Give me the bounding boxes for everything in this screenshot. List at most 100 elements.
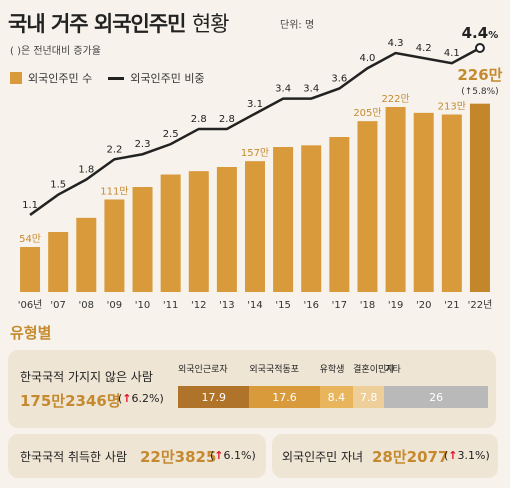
segment-bar: 17.9: [178, 386, 250, 408]
bar: [104, 199, 125, 292]
line-value-label: 4.0: [360, 53, 376, 64]
line-value-label: 4.1: [444, 48, 460, 59]
segment-label: 외국인근로자: [178, 365, 228, 375]
x-tick-label: '17: [332, 300, 347, 311]
line-value-label: 2.2: [106, 144, 122, 155]
bar: [329, 137, 350, 292]
non-citizen-growth: (↑6.2%): [118, 392, 164, 405]
line-value-label: 1.5: [50, 180, 66, 191]
x-tick-label: '19: [388, 300, 403, 311]
bar: [385, 107, 406, 292]
bar-value-label: 54만: [19, 233, 41, 245]
children-growth: (↑3.1%): [444, 449, 490, 462]
segment-bar: 8.4: [319, 386, 354, 408]
naturalized-box: 한국국적 취득한 사람 22만3825 (↑6.1%): [8, 434, 266, 478]
bar: [48, 232, 69, 292]
x-tick-label: '07: [50, 300, 65, 311]
naturalized-label: 한국국적 취득한 사람: [20, 450, 127, 464]
x-tick-label: '11: [163, 300, 178, 311]
children-box: 외국인주민 자녀 28만2077 (↑3.1%): [272, 434, 498, 478]
line-value-label: 3.1: [247, 99, 263, 110]
bar: [441, 114, 462, 292]
bar: [469, 103, 490, 293]
segment-bar: 17.6: [249, 386, 320, 408]
x-tick-label: '09: [107, 300, 122, 311]
growth-note: ( )은 전년대비 증가율: [10, 46, 101, 57]
x-tick-label: '13: [219, 300, 234, 311]
up-arrow-icon: ↑: [448, 449, 458, 462]
up-arrow-icon: ↑: [122, 392, 132, 405]
x-tick-label: '15: [275, 300, 290, 311]
line-value-label: 1.8: [78, 165, 94, 176]
bar-value-label: 157만: [241, 147, 269, 159]
bar: [132, 187, 153, 292]
line-value-label: 2.3: [135, 139, 151, 150]
x-tick-label: '10: [135, 300, 150, 311]
line-value-label: 2.8: [219, 114, 235, 125]
share-line: [29, 46, 481, 216]
x-tick-label: '08: [79, 300, 94, 311]
x-tick-label: '20: [416, 300, 431, 311]
non-citizen-label: 한국국적 가지지 않은 사람: [20, 370, 153, 384]
children-growth-value: 3.1%: [457, 449, 486, 462]
bar: [216, 167, 237, 292]
up-arrow-icon: ↑: [214, 449, 224, 462]
non-citizen-box: 한국국적 가지지 않은 사람 175만2346명 (↑6.2%) 외국인근로자 1…: [8, 350, 496, 428]
bar: [76, 217, 97, 292]
combo-chart: '06년 54만 '07 '08 '09 111만 '10 '11 '12 '13 '14 157만 '…: [18, 24, 503, 311]
bar: [273, 147, 294, 292]
last-bar-value-label: 226만: [457, 66, 502, 84]
bar: [160, 174, 181, 292]
section-title-by-type: 유형별: [10, 324, 52, 342]
bar-value-label: 205만: [353, 107, 381, 119]
line-value-label: 1.1: [22, 200, 38, 211]
legend-bar-swatch: [10, 72, 22, 84]
segment-label: 결혼이민자: [353, 365, 395, 375]
children-count: 28만2077: [372, 448, 449, 466]
non-citizen-growth-value: 6.2%: [131, 392, 160, 405]
legend-line-swatch: [108, 76, 125, 80]
title-sub: 현황: [191, 12, 230, 36]
x-tick-label: '21: [444, 300, 459, 311]
naturalized-growth-value: 6.1%: [223, 449, 252, 462]
bar: [357, 121, 378, 293]
segment-label: 유학생: [319, 365, 345, 375]
line-value-label: 3.4: [275, 84, 291, 95]
chart-legend: 외국인주민 수 외국인주민 비중: [10, 70, 205, 86]
x-tick-label: '12: [191, 300, 206, 311]
non-citizen-count: 175만2346명: [20, 392, 121, 410]
line-value-label: 4.4%: [462, 24, 499, 42]
x-tick-label: '22년: [468, 299, 493, 311]
bar-value-label: 222만: [381, 93, 409, 105]
legend-bar-label: 외국인주민 수: [28, 72, 93, 85]
segment-bar: 7.8: [353, 386, 385, 408]
unit-label: 단위: 명: [280, 20, 315, 31]
line-value-label: 3.6: [331, 73, 347, 84]
segment-label: 외국국적동포: [249, 365, 300, 375]
bar: [301, 145, 322, 292]
x-tick-label: '18: [360, 300, 375, 311]
x-tick-label: '16: [303, 300, 318, 311]
line-value-label: 2.5: [163, 129, 179, 140]
page-title: 국내 거주 외국인주민 현황: [8, 8, 230, 38]
line-value-label: 4.2: [416, 43, 432, 54]
naturalized-growth: (↑6.1%): [210, 449, 256, 462]
line-value-label: 2.8: [191, 114, 207, 125]
segment-label: 기타: [384, 365, 401, 375]
line-value-label: 3.4: [303, 84, 319, 95]
line-point: [474, 43, 485, 53]
naturalized-count: 22만3825: [140, 448, 217, 466]
segment-bar: 26: [384, 386, 488, 408]
title-main: 국내 거주 외국인주민: [8, 12, 187, 36]
x-tick-label: '06년: [18, 299, 43, 311]
line-value-label: 4.3: [388, 38, 404, 49]
bar: [413, 112, 434, 292]
children-label: 외국인주민 자녀: [282, 450, 364, 464]
x-tick-label: '14: [247, 300, 262, 311]
legend-line-label: 외국인주민 비중: [130, 72, 205, 85]
bar-value-label: 213만: [438, 101, 466, 113]
bar-value-label: 111만: [100, 186, 128, 198]
bar: [188, 171, 209, 292]
bar: [245, 161, 265, 292]
